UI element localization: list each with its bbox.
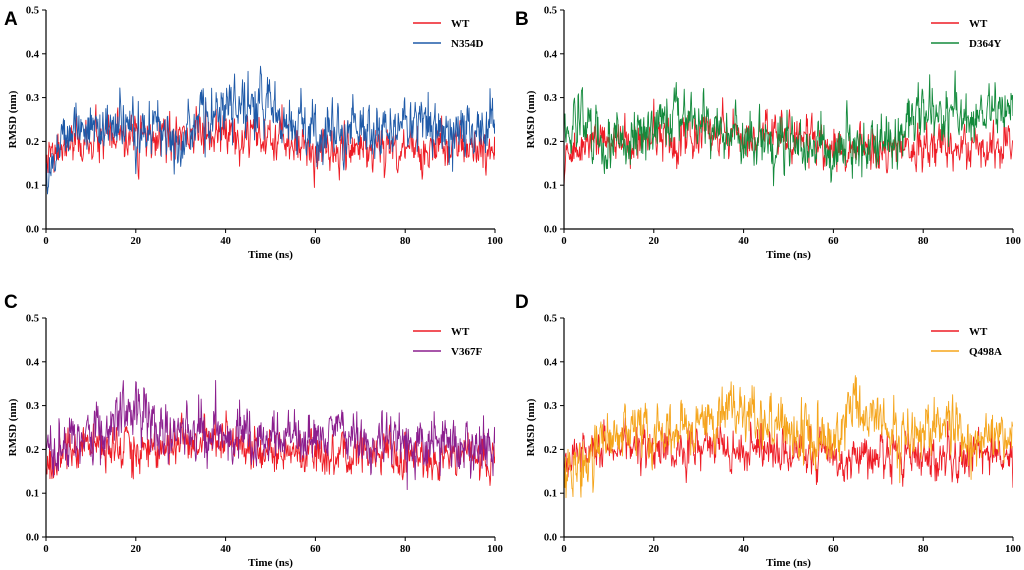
x-tick-label: 80 — [400, 236, 411, 247]
y-tick-label: 0.4 — [544, 49, 558, 60]
y-tick-label: 0.0 — [544, 533, 557, 544]
panel-letter: A — [4, 9, 18, 30]
x-tick-label: 60 — [828, 236, 839, 247]
y-tick-label: 0.1 — [26, 489, 39, 500]
y-tick-label: 0.0 — [26, 533, 39, 544]
legend-label: WT — [969, 18, 988, 30]
x-axis-title: Time (ns) — [766, 557, 811, 569]
x-axis-title: Time (ns) — [248, 249, 293, 261]
legend-label: N354D — [451, 38, 483, 50]
series-line-wt — [46, 101, 495, 188]
y-tick-label: 0.3 — [26, 93, 39, 104]
y-axis-title: RMSD (nm) — [7, 90, 19, 148]
legend-label: V367F — [451, 346, 482, 358]
y-tick-label: 0.4 — [544, 357, 558, 368]
x-tick-label: 0 — [561, 544, 566, 555]
y-tick-label: 0.2 — [26, 445, 39, 456]
x-tick-label: 40 — [220, 236, 231, 247]
y-axis-title: RMSD (nm) — [7, 398, 19, 456]
y-tick-label: 0.1 — [544, 181, 557, 192]
y-tick-label: 0.5 — [544, 6, 557, 17]
x-tick-label: 80 — [918, 236, 929, 247]
y-tick-label: 0.5 — [26, 314, 39, 325]
y-tick-label: 0.3 — [544, 93, 557, 104]
x-tick-label: 40 — [220, 544, 231, 555]
legend: WT N354D — [413, 18, 483, 50]
y-axis-title: RMSD (nm) — [525, 398, 537, 456]
panel-C: C 0 20 40 60 80 100 0.0 0.1 0.2 0.3 0.4 0.5 Time (ns)… — [4, 292, 503, 569]
x-tick-label: 60 — [310, 544, 321, 555]
x-tick-label: 80 — [400, 544, 411, 555]
y-tick-label: 0.3 — [26, 401, 39, 412]
y-tick-label: 0.2 — [26, 137, 39, 148]
x-tick-label: 60 — [828, 544, 839, 555]
y-tick-label: 0.3 — [544, 401, 557, 412]
x-tick-label: 20 — [131, 236, 142, 247]
legend: WT Q498A — [931, 326, 1002, 358]
legend-label: WT — [451, 326, 470, 338]
x-tick-label: 40 — [738, 236, 749, 247]
legend: WT V367F — [413, 326, 482, 358]
x-tick-label: 80 — [918, 544, 929, 555]
legend-label: Q498A — [969, 346, 1002, 358]
series-line-q498a — [564, 375, 1013, 499]
legend: WT D364Y — [931, 18, 1001, 50]
panel-B: B 0 20 40 60 80 100 0.0 0.1 0.2 0.3 0.4 0.5 Time (ns)… — [515, 6, 1021, 262]
x-tick-label: 100 — [1005, 544, 1021, 555]
y-tick-label: 0.0 — [26, 225, 39, 236]
y-tick-label: 0.5 — [26, 6, 39, 17]
legend-label: WT — [969, 326, 988, 338]
legend-label: WT — [451, 18, 470, 30]
panel-letter: D — [515, 292, 529, 313]
y-tick-label: 0.1 — [544, 489, 557, 500]
y-tick-label: 0.1 — [26, 181, 39, 192]
series-line-wt — [564, 97, 1013, 187]
y-tick-label: 0.2 — [544, 445, 557, 456]
x-axis-title: Time (ns) — [248, 557, 293, 569]
y-tick-label: 0.2 — [544, 137, 557, 148]
x-tick-label: 0 — [561, 236, 566, 247]
y-tick-label: 0.0 — [544, 225, 557, 236]
y-tick-label: 0.4 — [26, 49, 40, 60]
x-tick-label: 0 — [43, 544, 48, 555]
x-tick-label: 20 — [131, 544, 142, 555]
x-axis-title: Time (ns) — [766, 249, 811, 261]
legend-label: D364Y — [969, 38, 1001, 50]
x-tick-label: 0 — [43, 236, 48, 247]
panel-D: D 0 20 40 60 80 100 0.0 0.1 0.2 0.3 0.4 0.5 Time (ns)… — [515, 292, 1021, 569]
x-tick-label: 60 — [310, 236, 321, 247]
series-line-v367f — [46, 379, 495, 491]
x-tick-label: 20 — [649, 544, 660, 555]
series-line-n354d — [46, 65, 495, 195]
series-line-d364y — [564, 70, 1013, 187]
x-tick-label: 100 — [487, 236, 503, 247]
y-axis-title: RMSD (nm) — [525, 90, 537, 148]
x-tick-label: 100 — [1005, 236, 1021, 247]
series-line-wt — [564, 415, 1013, 488]
panel-letter: C — [4, 292, 18, 313]
x-tick-label: 40 — [738, 544, 749, 555]
y-tick-label: 0.4 — [26, 357, 40, 368]
panel-A: A 0 20 40 60 80 100 0.0 0.1 0.2 0.3 0.4 0.5 Time (ns)… — [4, 6, 503, 262]
panel-letter: B — [515, 9, 529, 30]
x-tick-label: 100 — [487, 544, 503, 555]
series-line-wt — [46, 410, 495, 486]
y-tick-label: 0.5 — [544, 314, 557, 325]
x-tick-label: 20 — [649, 236, 660, 247]
